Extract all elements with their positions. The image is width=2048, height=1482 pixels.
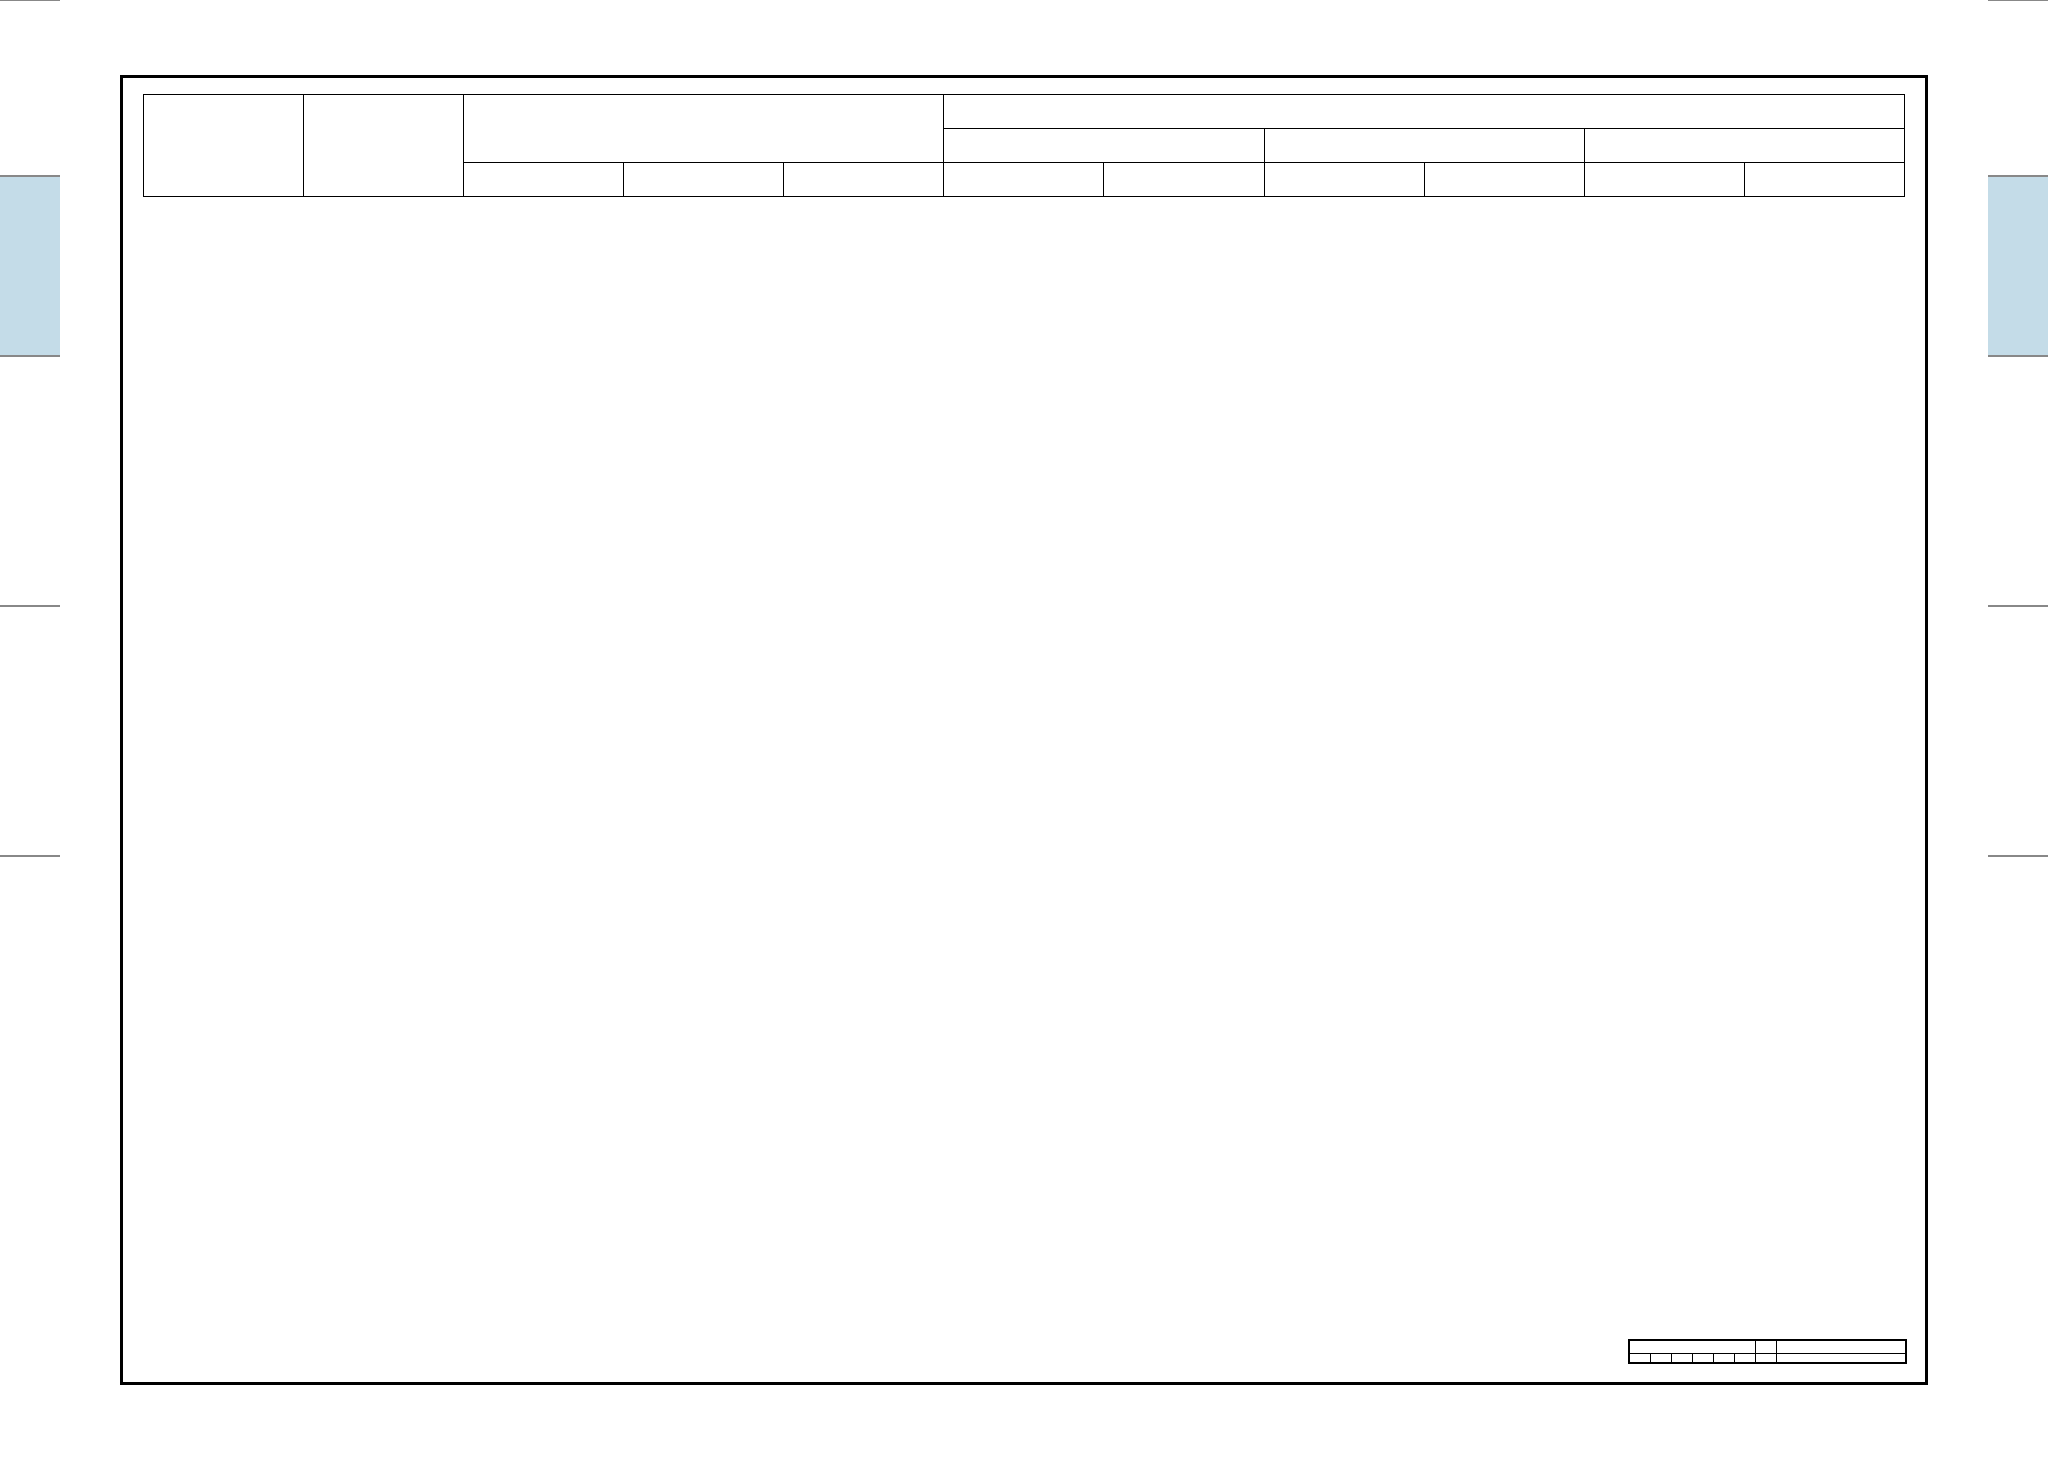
hdr-bot <box>784 163 944 197</box>
hdr-web <box>624 163 784 197</box>
review-label <box>1629 1354 1651 1364</box>
hdr-thickness <box>304 95 464 197</box>
table-header <box>144 95 1905 197</box>
review-sig <box>1671 1354 1692 1364</box>
hdr-simple <box>944 163 1104 197</box>
notes-block <box>143 207 1905 282</box>
span-table <box>143 94 1905 197</box>
hdr-d32 <box>1744 163 1904 197</box>
tab-appendix-left[interactable] <box>0 856 60 1076</box>
atlas-no <box>1776 1340 1906 1354</box>
hdr-spec <box>144 95 304 197</box>
atlas-label <box>1755 1340 1776 1354</box>
hdr-d21 <box>1264 163 1424 197</box>
left-tab-strip <box>0 0 60 1482</box>
hdr-zptd1 <box>944 129 1264 163</box>
tab-example-left[interactable] <box>0 606 60 856</box>
tab-selection-left[interactable] <box>0 176 60 356</box>
page-label <box>1755 1354 1776 1364</box>
hdr-span-group <box>944 95 1905 129</box>
page-frame <box>120 75 1928 1385</box>
check-label <box>1692 1354 1713 1364</box>
tab-example-right[interactable] <box>1988 606 2048 856</box>
tab-general-right[interactable] <box>1988 0 2048 176</box>
check-name <box>1713 1354 1734 1364</box>
page-no <box>1776 1354 1906 1364</box>
tab-selection-right[interactable] <box>1988 176 2048 356</box>
tab-general-left[interactable] <box>0 0 60 176</box>
hdr-d22 <box>1424 163 1584 197</box>
tab-appendix-right[interactable] <box>1988 856 2048 1076</box>
hdr-d31 <box>1584 163 1744 197</box>
tab-detail-right[interactable] <box>1988 356 2048 606</box>
tab-detail-left[interactable] <box>0 356 60 606</box>
hdr-zptd2 <box>1264 129 1584 163</box>
hdr-cont <box>1104 163 1264 197</box>
titleblock-main <box>1629 1340 1756 1354</box>
hdr-top <box>464 163 624 197</box>
hdr-rebar <box>464 95 944 163</box>
hdr-zptd3 <box>1584 129 1904 163</box>
title-block <box>1628 1339 1908 1364</box>
check-sig <box>1734 1354 1755 1364</box>
right-tab-strip <box>1988 0 2048 1482</box>
review-name <box>1650 1354 1671 1364</box>
